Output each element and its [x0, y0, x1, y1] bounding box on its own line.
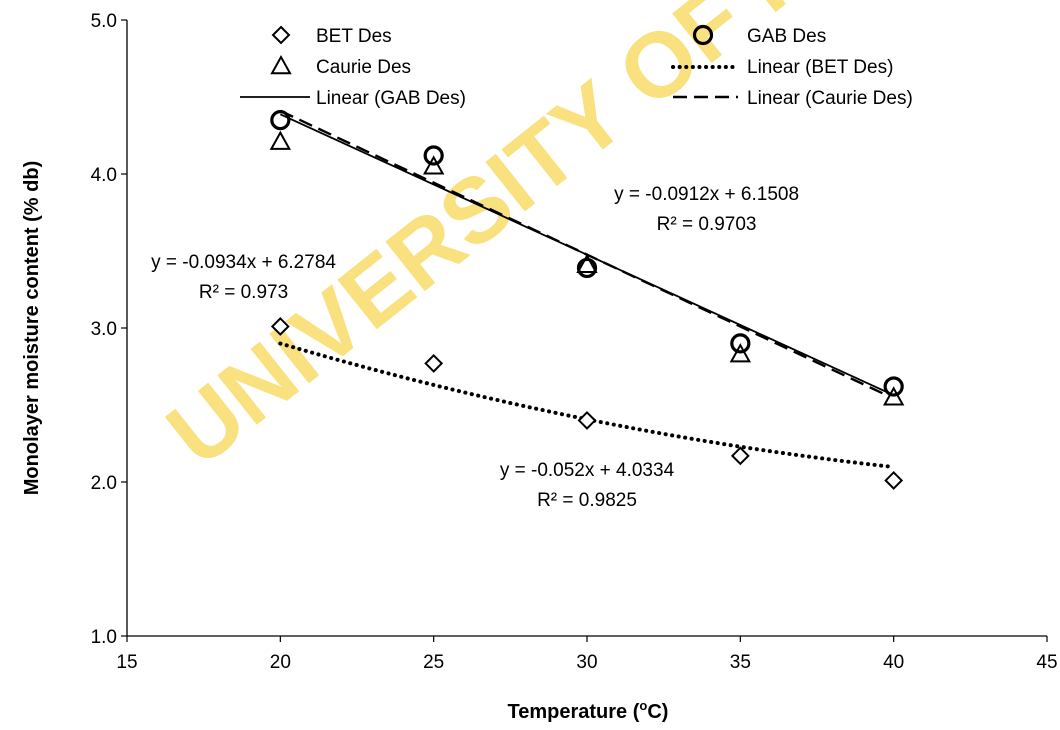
legend: BET Des GAB Des Caurie Des Linear (BET Des)… [240, 24, 913, 109]
data-point-circle [883, 376, 904, 397]
data-point-diamond [730, 446, 750, 466]
x-tick-label: 40 [883, 652, 904, 673]
equation-annotations: y = -0.0912x + 6.1508 R² = 0.9703 y = -0.0… [151, 184, 799, 511]
legend-marker-circle [692, 24, 714, 46]
x-tick-label: 45 [1036, 652, 1057, 673]
r-squared-label: R² = 0.9703 [657, 214, 757, 235]
x-tick-label: 15 [116, 652, 137, 673]
data-point-circle [576, 257, 598, 279]
data-point-diamond [424, 354, 444, 373]
x-tick-label: 35 [730, 652, 751, 673]
data-point-diamond [577, 410, 597, 430]
equation-label: y = -0.0934x + 6.2784 [151, 252, 336, 273]
r-squared-label: R² = 0.9825 [537, 490, 637, 511]
trendline-dotted [278, 341, 896, 469]
y-tick-label: 1.0 [91, 627, 117, 648]
r-squared-label: R² = 0.973 [199, 282, 288, 303]
data-point-diamond [884, 471, 904, 490]
plot-area: 15 20 25 30 35 40 45 1.0 2.0 3.0 4.0 5.0 [91, 11, 1058, 673]
legend-marker-diamond [271, 25, 291, 45]
data-point-diamond [270, 317, 290, 336]
x-tick-label: 25 [423, 652, 444, 673]
data-point-triangle [576, 253, 598, 274]
equation-label: y = -0.052x + 4.0334 [500, 460, 675, 481]
legend-label: Linear (BET Des) [747, 57, 893, 78]
x-tick-label: 30 [576, 652, 597, 673]
legend-label: Linear (GAB Des) [316, 88, 466, 109]
data-point-circle [423, 145, 444, 166]
legend-label: BET Des [316, 26, 392, 47]
data-point-circle [730, 333, 751, 354]
data-point-circle [270, 109, 291, 131]
x-axis-title: Temperature (oC) [508, 698, 669, 723]
y-tick-label: 5.0 [91, 11, 117, 32]
legend-label: GAB Des [747, 26, 826, 47]
x-tick-label: 20 [270, 652, 291, 673]
y-axis-title: Monolayer moisture content (% db) [21, 161, 43, 495]
legend-label: Linear (Caurie Des) [747, 88, 913, 109]
y-tick-label: 3.0 [91, 319, 117, 340]
y-tick-label: 2.0 [91, 473, 117, 494]
legend-marker-triangle [270, 54, 292, 75]
legend-label: Caurie Des [316, 57, 411, 78]
y-tick-label: 4.0 [91, 165, 117, 186]
data-point-triangle [269, 130, 292, 150]
equation-label: y = -0.0912x + 6.1508 [614, 184, 799, 205]
